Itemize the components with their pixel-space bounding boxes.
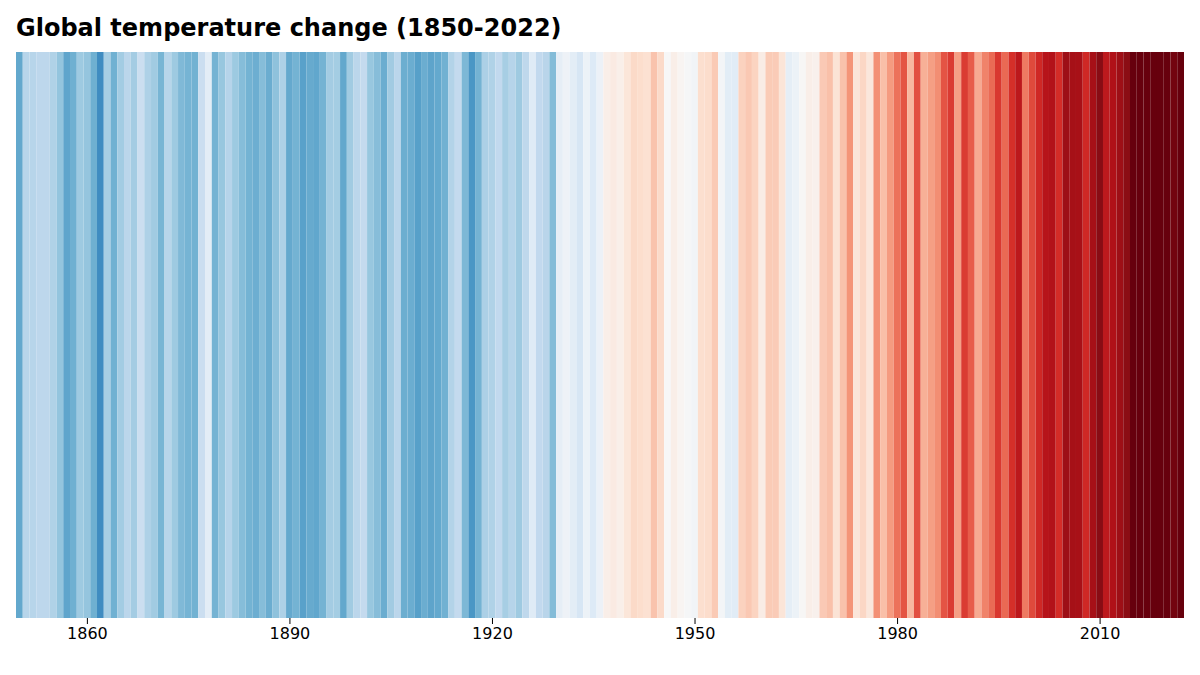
svg-text:1950: 1950 (675, 624, 716, 643)
svg-text:2010: 2010 (1080, 624, 1121, 643)
svg-text:1890: 1890 (270, 624, 311, 643)
svg-text:1980: 1980 (877, 624, 918, 643)
svg-text:1920: 1920 (472, 624, 513, 643)
svg-text:1860: 1860 (67, 624, 108, 643)
html-text:Global temperature change (185: Global temperature change (1850-2022) (16, 14, 562, 42)
